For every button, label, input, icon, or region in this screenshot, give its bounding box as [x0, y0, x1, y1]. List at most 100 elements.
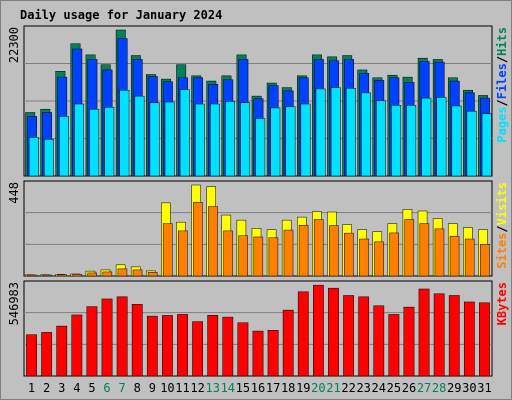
bar-sites-day-16: Sites 16: 192 [253, 236, 264, 277]
bar-kbytes-day-17: KBytes 17: 275000 [267, 330, 279, 377]
bar-kbytes-day-18: KBytes 18: 396000 [282, 309, 294, 377]
bar-sites-day-20: Sites 20: 278 [313, 219, 324, 277]
bar-kbytes-day-12: KBytes 12: 327000 [192, 321, 203, 377]
bar-sites-day-17: Sites 17: 188 [268, 237, 279, 277]
bar-kbytes-day-23: KBytes 23: 476000 [358, 296, 370, 377]
bar-sites-day-7: Sites 7: 35 [117, 268, 128, 277]
bar-pages-day-2: Pages 2: 5600 [43, 139, 54, 177]
bar-sites-day-12: Sites 12: 363 [193, 202, 203, 277]
panel-max-label: 448 [7, 182, 21, 204]
bar-pages-day-3: Pages 3: 9100 [59, 116, 69, 177]
x-tick-label: 4 [73, 381, 80, 395]
x-tick-label: 22 [341, 381, 355, 395]
bar-pages-day-19: Pages 19: 11000 [300, 103, 311, 177]
bar-kbytes-day-30: KBytes 30: 445000 [463, 301, 475, 377]
bar-pages-day-26: Pages 26: 10800 [406, 105, 417, 177]
bar-pages-day-22: Pages 22: 13400 [345, 88, 356, 177]
legend-entry: / [495, 99, 509, 106]
bar-sites-day-9: Sites 9: 18 [147, 272, 158, 277]
bar-sites-day-27: Sites 27: 258 [419, 223, 430, 277]
legend-entry: KBytes [495, 282, 509, 325]
x-tick-label: 30 [462, 381, 476, 395]
legend-entry: Files [495, 63, 509, 99]
bar-sites-day-10: Sites 10: 258 [162, 223, 173, 277]
bar-kbytes-day-25: KBytes 25: 370000 [388, 314, 400, 377]
x-tick-label: 15 [236, 381, 250, 395]
bar-pages-day-20: Pages 20: 13300 [315, 88, 326, 177]
bar-kbytes-day-7: KBytes 7: 476000 [116, 296, 128, 377]
bar-sites-day-22: Sites 22: 211 [344, 232, 354, 277]
bar-pages-day-21: Pages 21: 13500 [330, 87, 341, 177]
bar-sites-day-4: Sites 4: 8 [72, 274, 82, 277]
bar-kbytes-day-22: KBytes 22: 484000 [343, 295, 354, 377]
bar-pages-day-17: Pages 17: 10400 [270, 107, 281, 177]
bar-sites-day-21: Sites 21: 248 [329, 225, 339, 277]
bar-sites-day-28: Sites 28: 232 [434, 228, 445, 277]
bar-sites-day-6: Sites 6: 20 [102, 271, 113, 277]
panel-max-label: 22300 [7, 27, 21, 63]
bar-kbytes-day-27: KBytes 27: 523000 [418, 288, 430, 377]
x-tick-label: 29 [447, 381, 461, 395]
x-tick-label: 28 [432, 381, 446, 395]
bar-kbytes-day-15: KBytes 15: 320000 [237, 322, 249, 377]
bar-kbytes-day-9: KBytes 9: 360000 [146, 315, 158, 377]
x-tick-label: 10 [160, 381, 174, 395]
bar-kbytes-day-13: KBytes 13: 365000 [207, 315, 219, 377]
x-tick-label: 12 [190, 381, 204, 395]
x-tick-label: 3 [58, 381, 65, 395]
bar-pages-day-7: Pages 7: 13100 [119, 89, 130, 177]
chart-title: Daily usage for January 2024 [20, 8, 222, 22]
x-tick-label: 26 [402, 381, 416, 395]
bar-pages-day-8: Pages 8: 12200 [134, 95, 145, 177]
bar-pages-day-18: Pages 18: 10600 [285, 106, 296, 177]
bar-pages-day-9: Pages 9: 11200 [149, 102, 160, 177]
x-tick-label: 17 [266, 381, 280, 395]
x-tick-label: 31 [477, 381, 491, 395]
bar-kbytes-day-1: KBytes 1: 248000 [26, 334, 37, 377]
bar-sites-day-11: Sites 11: 222 [178, 230, 188, 277]
bar-pages-day-15: Pages 15: 11200 [240, 102, 251, 177]
bar-pages-day-11: Pages 11: 13200 [179, 89, 190, 177]
panel-legend: KBytes [495, 282, 509, 325]
bar-kbytes-day-4: KBytes 4: 367000 [71, 314, 83, 377]
bar-pages-day-14: Pages 14: 11400 [225, 101, 235, 177]
bar-sites-day-3: Sites 3: 6 [57, 274, 67, 277]
bar-pages-day-30: Pages 30: 9900 [466, 110, 477, 177]
bar-pages-day-13: Pages 13: 11000 [210, 103, 220, 177]
legend-entry: / [495, 56, 509, 63]
x-tick-label: 18 [281, 381, 295, 395]
x-tick-label: 27 [417, 381, 431, 395]
bar-kbytes-day-19: KBytes 19: 506000 [297, 291, 309, 377]
bar-kbytes-day-29: KBytes 29: 484000 [448, 295, 460, 377]
bar-kbytes-day-3: KBytes 3: 300000 [56, 325, 68, 377]
bar-sites-day-31: Sites 31: 156 [479, 244, 490, 277]
bar-pages-day-12: Pages 12: 11000 [194, 103, 205, 177]
bar-pages-day-25: Pages 25: 10800 [391, 105, 402, 177]
panel-legend: Sites/Visits [495, 182, 509, 269]
x-tick-label: 9 [149, 381, 156, 395]
bar-kbytes-day-24: KBytes 24: 422000 [373, 305, 385, 377]
bar-kbytes-day-2: KBytes 2: 262000 [41, 332, 53, 377]
bar-sites-day-1: Sites 1: 4 [27, 274, 37, 277]
x-tick-label: 25 [387, 381, 401, 395]
x-tick-label: 23 [356, 381, 370, 395]
bar-pages-day-27: Pages 27: 11900 [421, 97, 432, 177]
bar-kbytes-day-20: KBytes 20: 546000 [313, 284, 324, 377]
legend-entry: / [495, 225, 509, 232]
bar-kbytes-day-6: KBytes 6: 463000 [101, 298, 113, 377]
x-tick-label: 6 [103, 381, 110, 395]
bar-kbytes-day-14: KBytes 14: 354000 [222, 316, 234, 377]
x-tick-label: 14 [221, 381, 235, 395]
x-tick-label: 21 [326, 381, 340, 395]
bar-sites-day-18: Sites 18: 226 [283, 229, 294, 277]
x-tick-label: 19 [296, 381, 310, 395]
bar-kbytes-day-5: KBytes 5: 417000 [86, 306, 98, 377]
legend-entry: Hits [495, 27, 509, 56]
bar-pages-day-6: Pages 6: 10500 [104, 107, 115, 177]
x-tick-label: 20 [311, 381, 325, 395]
x-tick-label: 5 [88, 381, 95, 395]
bar-sites-day-2: Sites 2: 4 [42, 274, 52, 277]
bar-sites-day-5: Sites 5: 15 [87, 272, 98, 277]
bar-sites-day-24: Sites 24: 168 [374, 241, 384, 277]
